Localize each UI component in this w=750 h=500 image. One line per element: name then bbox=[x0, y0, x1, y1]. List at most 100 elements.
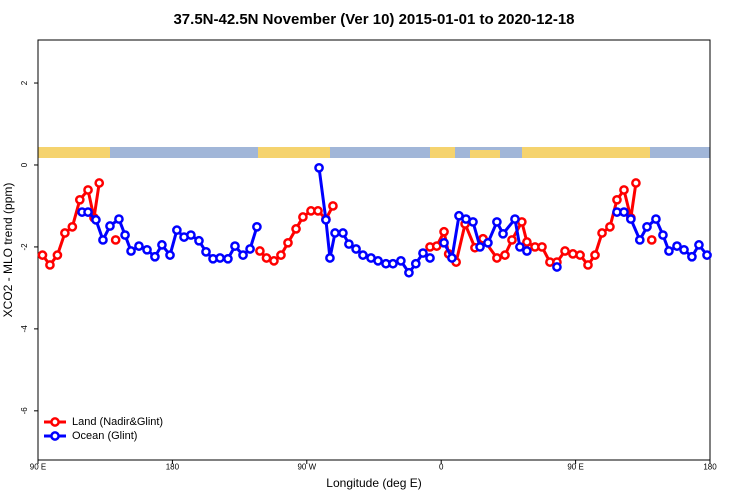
x-tick-label: 90 E bbox=[567, 463, 583, 472]
data-point bbox=[165, 250, 175, 260]
data-point bbox=[672, 241, 682, 251]
data-point bbox=[245, 244, 255, 254]
data-point bbox=[328, 201, 338, 211]
data-point bbox=[37, 250, 48, 260]
data-point bbox=[418, 248, 428, 258]
data-point bbox=[330, 228, 340, 238]
data-point bbox=[298, 212, 308, 222]
y-tick-label: -2 bbox=[20, 243, 29, 251]
data-point bbox=[252, 221, 262, 232]
data-point bbox=[314, 162, 324, 173]
data-point bbox=[619, 185, 629, 195]
data-point bbox=[597, 228, 607, 238]
data-point bbox=[537, 242, 547, 252]
legend-marker bbox=[50, 417, 60, 427]
data-point bbox=[110, 235, 121, 245]
data-point bbox=[291, 224, 301, 234]
data-point bbox=[83, 185, 93, 195]
data-point bbox=[283, 237, 293, 248]
data-point bbox=[120, 230, 130, 240]
data-point bbox=[498, 228, 508, 239]
data-point bbox=[344, 239, 354, 249]
data-point bbox=[425, 253, 435, 263]
data-point bbox=[325, 253, 335, 263]
data-point bbox=[651, 214, 661, 224]
map-strip bbox=[38, 147, 710, 158]
data-point bbox=[522, 246, 532, 256]
data-point bbox=[201, 246, 211, 257]
data-point bbox=[575, 250, 585, 260]
data-point bbox=[157, 240, 167, 250]
y-tick-label: 2 bbox=[20, 80, 29, 85]
data-point bbox=[230, 241, 240, 251]
data-point bbox=[94, 178, 105, 188]
data-point bbox=[583, 260, 593, 270]
data-point bbox=[694, 240, 704, 250]
data-point bbox=[358, 250, 368, 260]
data-point bbox=[98, 235, 108, 245]
data-point bbox=[313, 206, 323, 216]
data-point bbox=[510, 214, 520, 224]
legend-marker bbox=[50, 431, 60, 441]
data-point bbox=[67, 221, 78, 232]
data-point bbox=[702, 250, 712, 260]
data-point bbox=[468, 217, 478, 227]
x-tick-label: 0 bbox=[439, 463, 444, 472]
y-tick-label: 0 bbox=[20, 162, 29, 167]
data-point bbox=[431, 241, 442, 251]
data-point bbox=[255, 246, 265, 256]
data-point bbox=[150, 251, 160, 262]
data-point bbox=[105, 221, 115, 231]
data-point bbox=[83, 207, 93, 217]
x-tick-label: 180 bbox=[166, 463, 180, 472]
data-point bbox=[410, 258, 421, 269]
data-point bbox=[215, 253, 225, 263]
y-tick-label: -4 bbox=[20, 325, 29, 333]
data-point bbox=[52, 250, 63, 260]
data-point bbox=[321, 215, 331, 225]
data-point bbox=[126, 246, 136, 256]
data-point bbox=[612, 194, 622, 205]
data-point bbox=[642, 221, 652, 232]
x-tick-label: 180 bbox=[703, 463, 717, 472]
x-tick-label: 90 W bbox=[297, 463, 316, 472]
data-point bbox=[634, 235, 645, 245]
data-point bbox=[338, 228, 348, 238]
data-point bbox=[500, 250, 510, 260]
chart-title: 37.5N-42.5N November (Ver 10) 2015-01-01… bbox=[173, 11, 574, 28]
data-point bbox=[60, 228, 70, 238]
y-axis-label: XCO2 - MLO trend (ppm) bbox=[1, 183, 15, 318]
data-point bbox=[404, 267, 414, 278]
data-point bbox=[142, 244, 152, 255]
data-point bbox=[552, 262, 562, 272]
data-point bbox=[261, 253, 272, 263]
x-axis-label: Longitude (deg E) bbox=[326, 476, 421, 490]
data-point bbox=[91, 215, 101, 225]
data-point bbox=[590, 250, 600, 260]
data-point bbox=[172, 225, 182, 235]
data-point bbox=[507, 235, 517, 245]
data-point bbox=[522, 237, 532, 247]
data-point bbox=[439, 226, 449, 237]
data-point bbox=[492, 253, 502, 263]
data-point bbox=[194, 235, 204, 246]
data-point bbox=[605, 221, 615, 232]
data-point bbox=[626, 214, 636, 224]
data-point bbox=[679, 244, 689, 255]
legend-label: Ocean (Glint) bbox=[72, 430, 137, 442]
x-tick-label: 90 E bbox=[30, 463, 46, 472]
data-point bbox=[619, 207, 629, 217]
data-point bbox=[114, 214, 124, 224]
data-point bbox=[560, 246, 570, 256]
legend-label: Land (Nadir&Glint) bbox=[72, 416, 163, 428]
data-point bbox=[631, 178, 641, 188]
data-point bbox=[447, 253, 457, 263]
data-point bbox=[388, 258, 398, 269]
data-point bbox=[276, 250, 286, 260]
y-tick-label: -6 bbox=[20, 407, 29, 415]
data-point bbox=[439, 237, 449, 248]
data-point bbox=[45, 260, 55, 270]
data-point bbox=[475, 242, 485, 252]
data-point bbox=[269, 256, 279, 266]
data-point bbox=[223, 253, 233, 264]
